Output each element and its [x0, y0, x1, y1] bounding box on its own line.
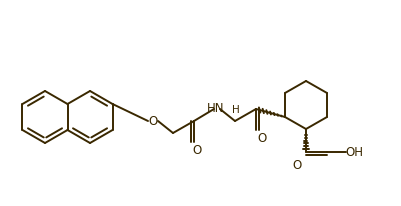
Text: O: O — [148, 115, 158, 128]
Text: O: O — [257, 132, 267, 145]
Text: H: H — [232, 104, 240, 115]
Text: HN: HN — [207, 101, 225, 114]
Text: O: O — [292, 159, 302, 172]
Text: O: O — [192, 144, 202, 157]
Text: OH: OH — [345, 146, 363, 159]
